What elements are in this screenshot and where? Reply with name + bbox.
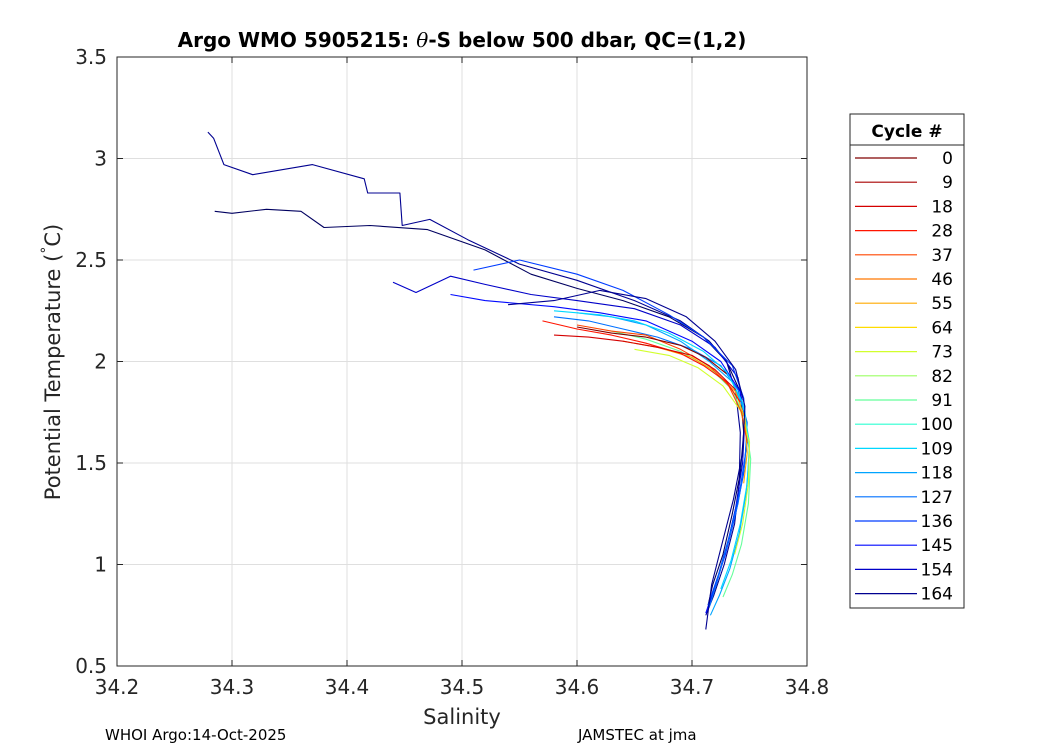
legend-label: 100: [921, 415, 953, 435]
x-tick-label: 34.7: [670, 675, 715, 699]
legend: Cycle # 0 9 18 28 37 46 55 64 73 82 91 100 109 118 127…: [849, 113, 965, 609]
y-label-after: C): [41, 224, 65, 247]
legend-label: 109: [921, 439, 953, 459]
legend-title: Cycle #: [871, 122, 942, 142]
legend-label: 91: [931, 391, 953, 411]
x-tick-label: 34.5: [440, 675, 485, 699]
y-tick-label: 3.5: [75, 45, 107, 69]
x-tick-label: 34.3: [210, 675, 255, 699]
series-line: [553, 310, 751, 590]
series-line: [553, 334, 737, 391]
legend-label: 145: [921, 536, 953, 556]
footer-credit: JAMSTEC at jma: [578, 726, 697, 744]
legend-label: 46: [931, 270, 953, 290]
legend-label: 9: [942, 173, 953, 193]
title-theta: θ: [416, 28, 428, 52]
series-line: [450, 293, 748, 614]
legend-box: [849, 113, 965, 609]
legend-label: 28: [931, 222, 953, 242]
axes: 34.2 34.3 34.4 34.5 34.6 34.7 34.8 0.5 1 1.5 2 2.5 3…: [75, 45, 829, 699]
footer-source: WHOI Argo:14-Oct-2025: [105, 726, 287, 744]
chart-title: Argo WMO 5905215: θ-S below 500 dbar, QC…: [178, 28, 747, 52]
series-line: [553, 316, 748, 608]
legend-label: 64: [931, 318, 953, 338]
legend-label: 136: [921, 512, 953, 532]
title-prefix: Argo WMO 5905215:: [178, 28, 417, 52]
legend-label: 0: [942, 149, 953, 169]
legend-label: 127: [921, 488, 953, 508]
y-tick-label: 0.5: [75, 654, 107, 678]
x-tick-label: 34.2: [95, 675, 140, 699]
title-suffix: -S below 500 dbar, QC=(1,2): [428, 28, 746, 52]
legend-label: 18: [931, 197, 953, 217]
y-tick-label: 1.5: [75, 451, 107, 475]
y-axis-label: Potential Temperature (°C): [39, 224, 65, 500]
legend-label: 37: [931, 246, 953, 266]
y-tick-label: 2.5: [75, 248, 107, 272]
series-layer: [207, 131, 752, 630]
x-tick-label: 34.4: [325, 675, 370, 699]
legend-label: 73: [931, 343, 953, 363]
y-tick-label: 2: [94, 350, 107, 374]
series-line: [214, 208, 745, 606]
legend-label: 82: [931, 367, 953, 387]
legend-entries: 0 9 18 28 37 46 55 64 73 82 91 100 109 118 127 136 145 15…: [855, 149, 953, 605]
legend-label: 164: [921, 585, 953, 605]
x-tick-label: 34.6: [555, 675, 600, 699]
y-label-before: Potential Temperature (: [41, 254, 65, 501]
legend-label: 154: [921, 560, 953, 580]
y-tick-label: 1: [94, 553, 107, 577]
y-tick-label: 3: [94, 147, 107, 171]
series-line: [207, 131, 741, 616]
series-line: [576, 326, 727, 375]
y-label-degree: °: [39, 247, 55, 254]
legend-label: 118: [921, 464, 953, 484]
series-line: [473, 259, 748, 606]
x-tick-label: 34.8: [785, 675, 830, 699]
series-line: [576, 324, 748, 443]
grid: [116, 56, 808, 667]
x-axis-label: Salinity: [423, 705, 501, 729]
series-line: [507, 289, 746, 630]
legend-label: 55: [931, 294, 953, 314]
